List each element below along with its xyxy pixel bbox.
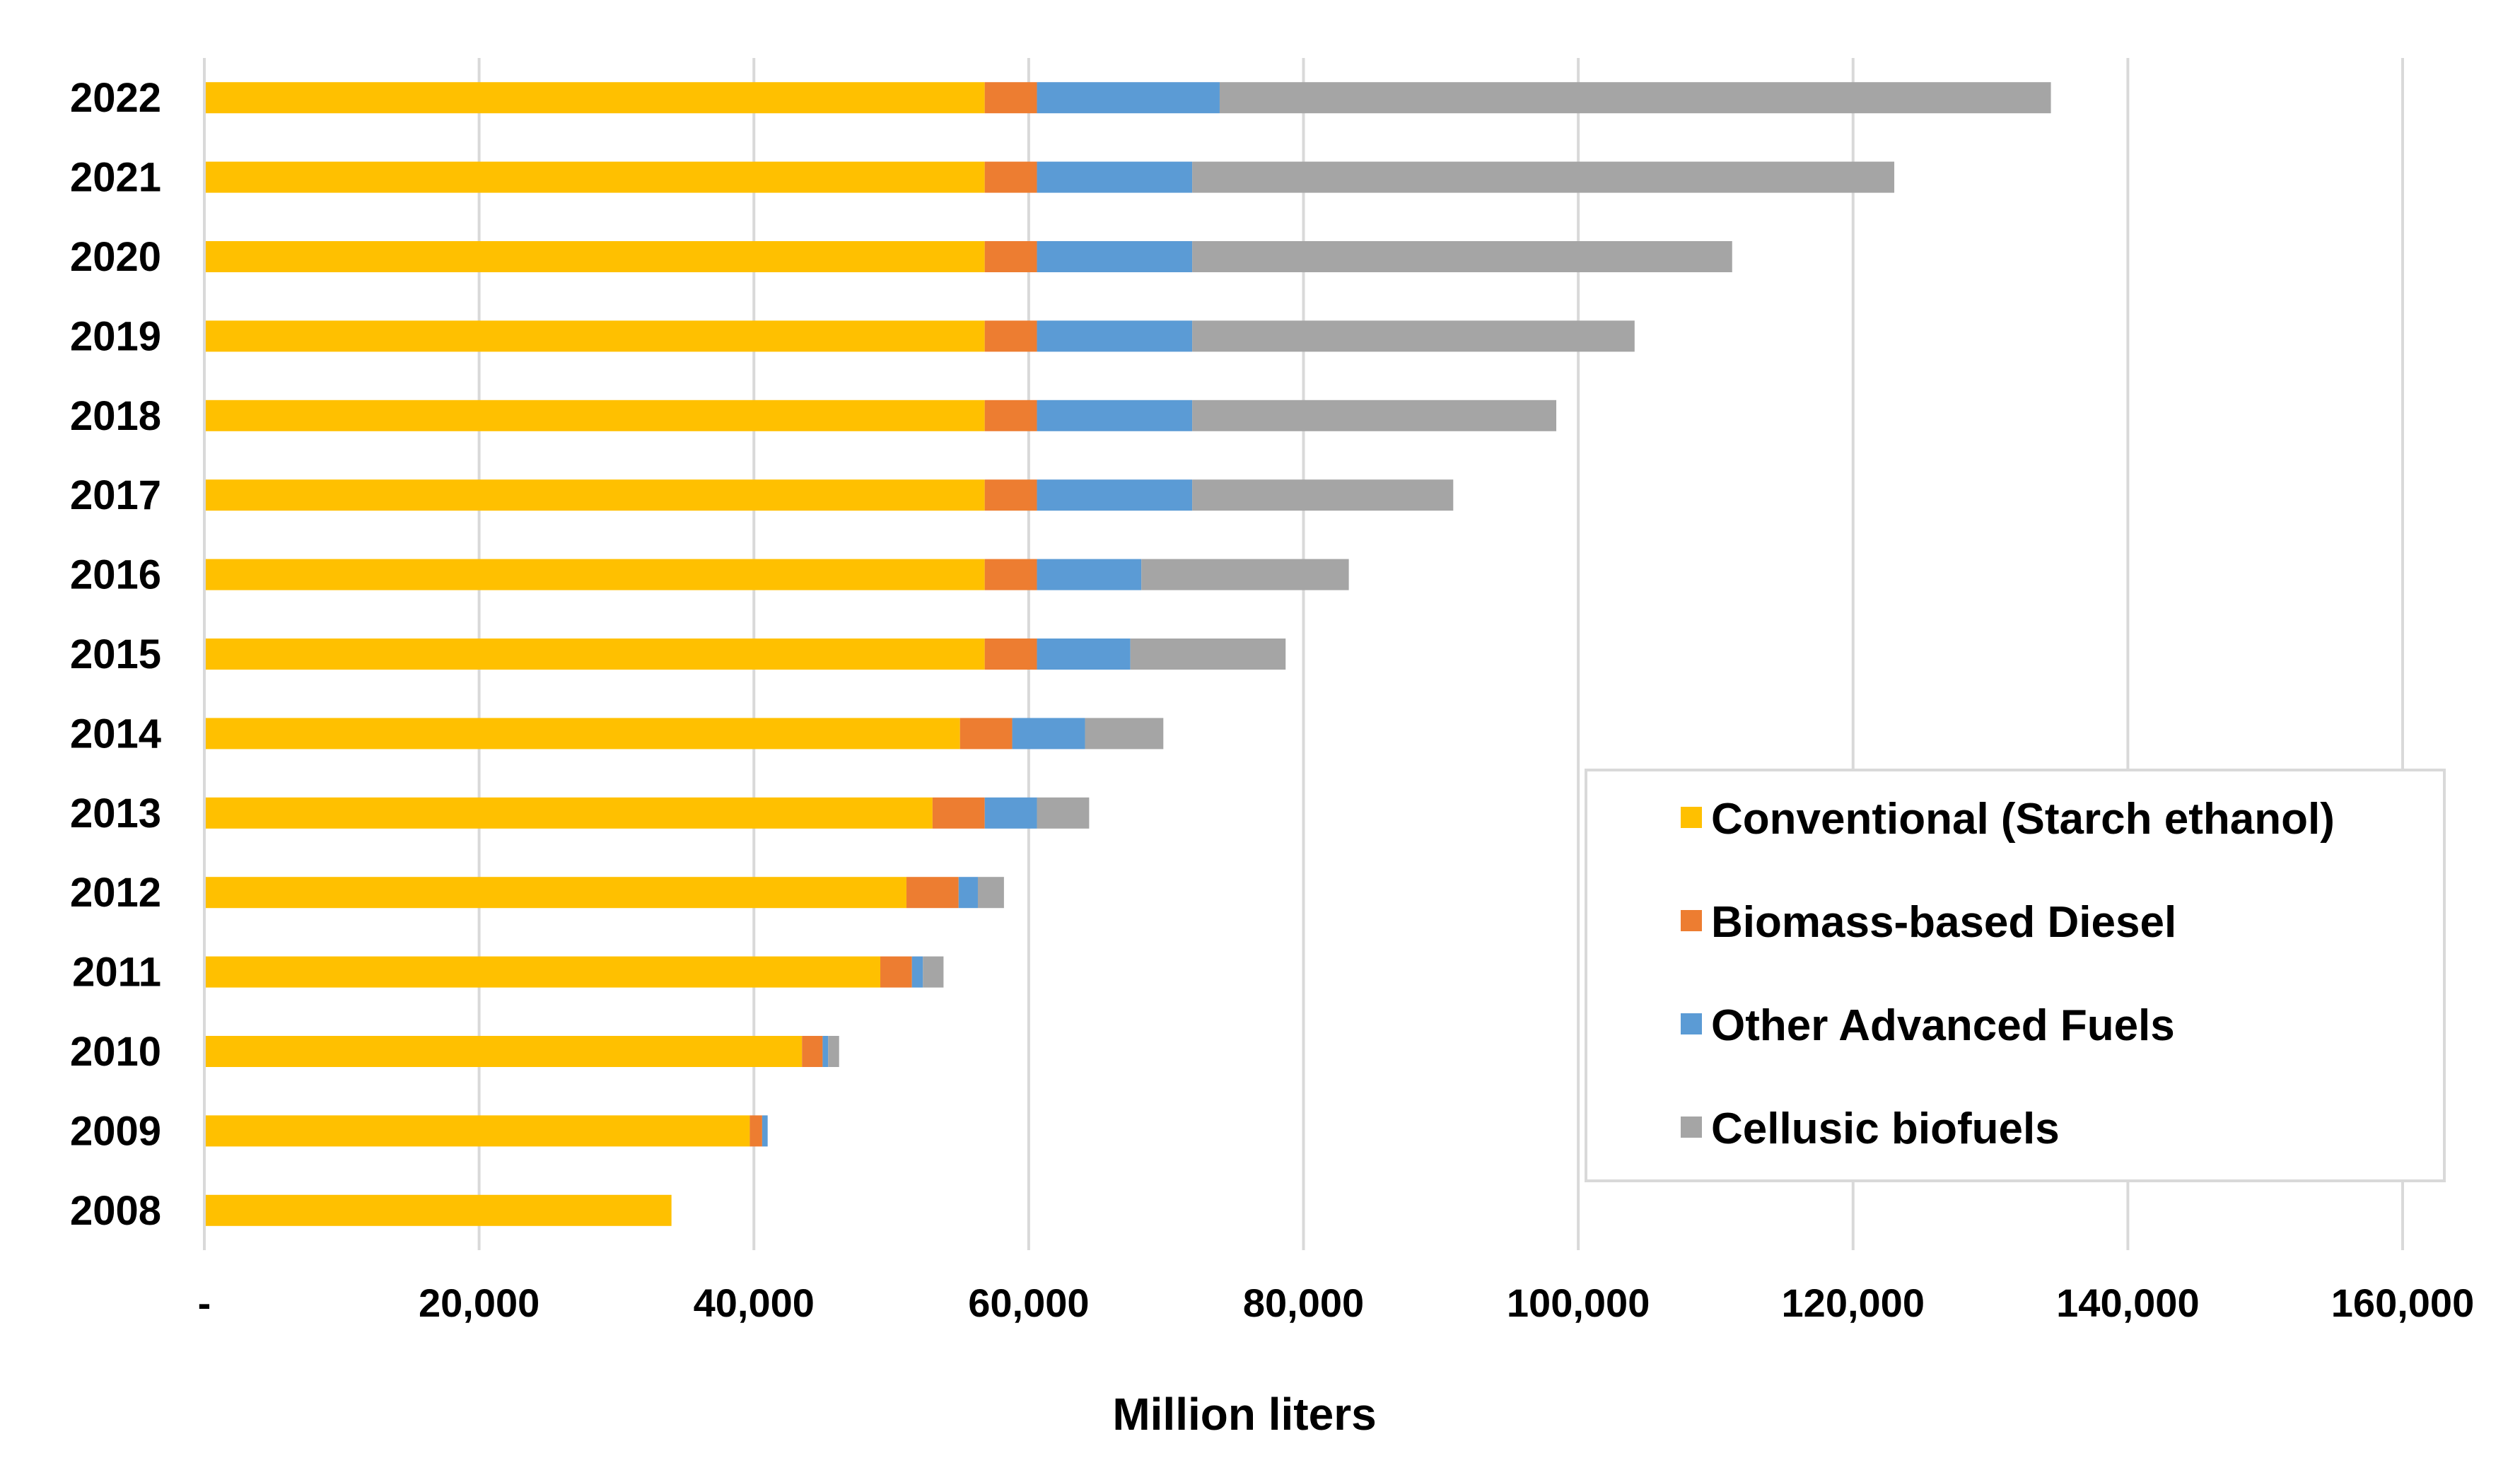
bar-2020-series-1 [984, 241, 1037, 272]
y-label-2017: 2017 [70, 472, 161, 518]
bar-2022-series-3 [1219, 82, 2051, 114]
x-tick-labels: - 20,000 40,000 60,000 80,000 100,000 120,000 1… [198, 1281, 2475, 1325]
y-label-2018: 2018 [70, 393, 161, 439]
x-tick-label-5: 100,000 [1507, 1281, 1650, 1325]
y-label-2013: 2013 [70, 791, 161, 836]
bar-2021-series-1 [984, 161, 1037, 193]
bar-2018-series-1 [984, 400, 1037, 431]
legend-label-0: Conventional (Starch ethanol) [1711, 795, 2335, 844]
bar-2017-series-0 [204, 479, 985, 511]
bar-2022-series-1 [984, 82, 1037, 114]
bar-2019-series-1 [984, 320, 1037, 352]
bar-2010-series-2 [822, 1036, 829, 1067]
bar-2010-series-0 [204, 1036, 803, 1067]
y-label-2016: 2016 [70, 552, 161, 598]
category-labels: 2022 2021 2020 2019 2018 2017 2016 2015 2014 2013… [70, 75, 161, 1234]
x-tick-label-2: 40,000 [694, 1281, 815, 1325]
x-tick-label-4: 80,000 [1243, 1281, 1364, 1325]
bar-2012-series-3 [977, 877, 1004, 909]
bar-2016-series-3 [1141, 559, 1349, 590]
legend-label-3: Cellusic biofuels [1711, 1104, 2060, 1153]
bar-2020-series-2 [1037, 241, 1193, 272]
bar-2015-series-2 [1037, 639, 1131, 670]
bar-2019-series-0 [204, 320, 985, 352]
bar-2009-series-1 [749, 1115, 762, 1147]
bar-2020-series-0 [204, 241, 985, 272]
bar-2018-series-3 [1192, 400, 1557, 431]
legend-label-1: Biomass-based Diesel [1711, 898, 2176, 947]
bar-2017-series-2 [1037, 479, 1193, 511]
bar-2014-series-0 [204, 718, 960, 750]
bar-2013-series-2 [984, 797, 1037, 829]
bar-2011-series-0 [204, 956, 881, 988]
bar-2015-series-0 [204, 639, 985, 670]
bar-2012-series-0 [204, 877, 906, 909]
x-tick-label-6: 120,000 [1782, 1281, 1925, 1325]
bar-2022-series-2 [1037, 82, 1220, 114]
bar-2021-series-3 [1192, 161, 1895, 193]
legend-items: Conventional (Starch ethanol) Biomass-bas… [1681, 795, 2335, 1153]
bar-2011-series-2 [911, 956, 923, 988]
bar-2017-series-3 [1192, 479, 1454, 511]
bar-2014-series-3 [1085, 718, 1164, 750]
x-tick-label-3: 60,000 [968, 1281, 1089, 1325]
bar-2019-series-2 [1037, 320, 1193, 352]
y-label-2010: 2010 [70, 1029, 161, 1075]
bar-2008-series-0 [204, 1194, 672, 1226]
bar-2015-series-3 [1130, 639, 1286, 670]
y-label-2014: 2014 [70, 711, 161, 757]
bars [204, 82, 2051, 1226]
bar-2013-series-0 [204, 797, 933, 829]
bar-2010-series-1 [802, 1036, 823, 1067]
y-label-2015: 2015 [70, 631, 161, 677]
legend-swatch-2 [1681, 1013, 1702, 1034]
bar-2011-series-3 [923, 956, 944, 988]
bar-2009-series-2 [762, 1115, 768, 1147]
bar-2017-series-1 [984, 479, 1037, 511]
bar-2009-series-0 [204, 1115, 750, 1147]
bar-2021-series-2 [1037, 161, 1193, 193]
y-label-2008: 2008 [70, 1188, 161, 1234]
bar-2020-series-3 [1192, 241, 1732, 272]
y-label-2020: 2020 [70, 234, 161, 280]
legend-swatch-3 [1681, 1117, 1702, 1138]
bar-2015-series-1 [984, 639, 1037, 670]
bar-2016-series-0 [204, 559, 985, 590]
bar-2018-series-0 [204, 400, 985, 431]
bar-2016-series-1 [984, 559, 1037, 590]
y-label-2019: 2019 [70, 313, 161, 359]
bar-2014-series-1 [959, 718, 1013, 750]
y-label-2012: 2012 [70, 870, 161, 916]
y-label-2009: 2009 [70, 1108, 161, 1154]
legend: Conventional (Starch ethanol) Biomass-bas… [1585, 769, 2446, 1182]
y-label-2011: 2011 [72, 950, 161, 996]
bar-2019-series-3 [1192, 320, 1635, 352]
bar-2014-series-2 [1012, 718, 1085, 750]
legend-swatch-0 [1681, 807, 1702, 828]
x-tick-label-8: 160,000 [2331, 1281, 2474, 1325]
bar-2018-series-2 [1037, 400, 1193, 431]
legend-box [1585, 769, 2446, 1182]
x-tick-label-7: 140,000 [2056, 1281, 2199, 1325]
bar-2021-series-0 [204, 161, 985, 193]
bar-2013-series-1 [932, 797, 985, 829]
bar-2022-series-0 [204, 82, 985, 114]
bar-2012-series-2 [958, 877, 978, 909]
bar-2012-series-1 [906, 877, 959, 909]
bar-2011-series-1 [880, 956, 912, 988]
y-label-2021: 2021 [70, 155, 161, 201]
x-axis-title: Million liters [1112, 1389, 1376, 1440]
legend-swatch-1 [1681, 910, 1702, 931]
x-tick-label-0: - [198, 1281, 211, 1325]
bar-2013-series-3 [1037, 797, 1090, 829]
y-label-2022: 2022 [70, 75, 161, 121]
bar-2010-series-3 [828, 1036, 839, 1067]
bar-2016-series-2 [1037, 559, 1142, 590]
x-tick-label-1: 20,000 [419, 1281, 539, 1325]
legend-label-2: Other Advanced Fuels [1711, 1001, 2175, 1050]
